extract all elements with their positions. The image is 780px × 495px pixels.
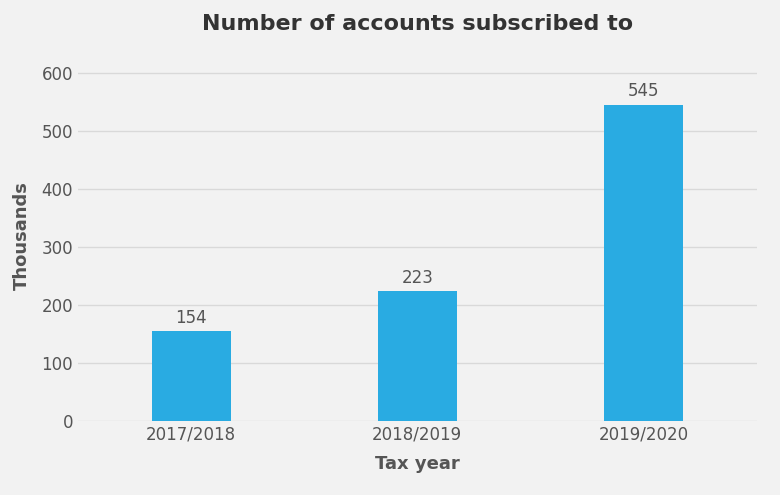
Bar bbox=[378, 292, 457, 421]
Bar bbox=[151, 332, 231, 421]
Title: Number of accounts subscribed to: Number of accounts subscribed to bbox=[202, 14, 633, 34]
Text: 223: 223 bbox=[402, 269, 433, 287]
Text: 545: 545 bbox=[628, 82, 659, 100]
Text: 154: 154 bbox=[176, 309, 207, 327]
X-axis label: Tax year: Tax year bbox=[375, 455, 459, 473]
Y-axis label: Thousands: Thousands bbox=[12, 181, 30, 290]
Bar bbox=[604, 104, 683, 421]
